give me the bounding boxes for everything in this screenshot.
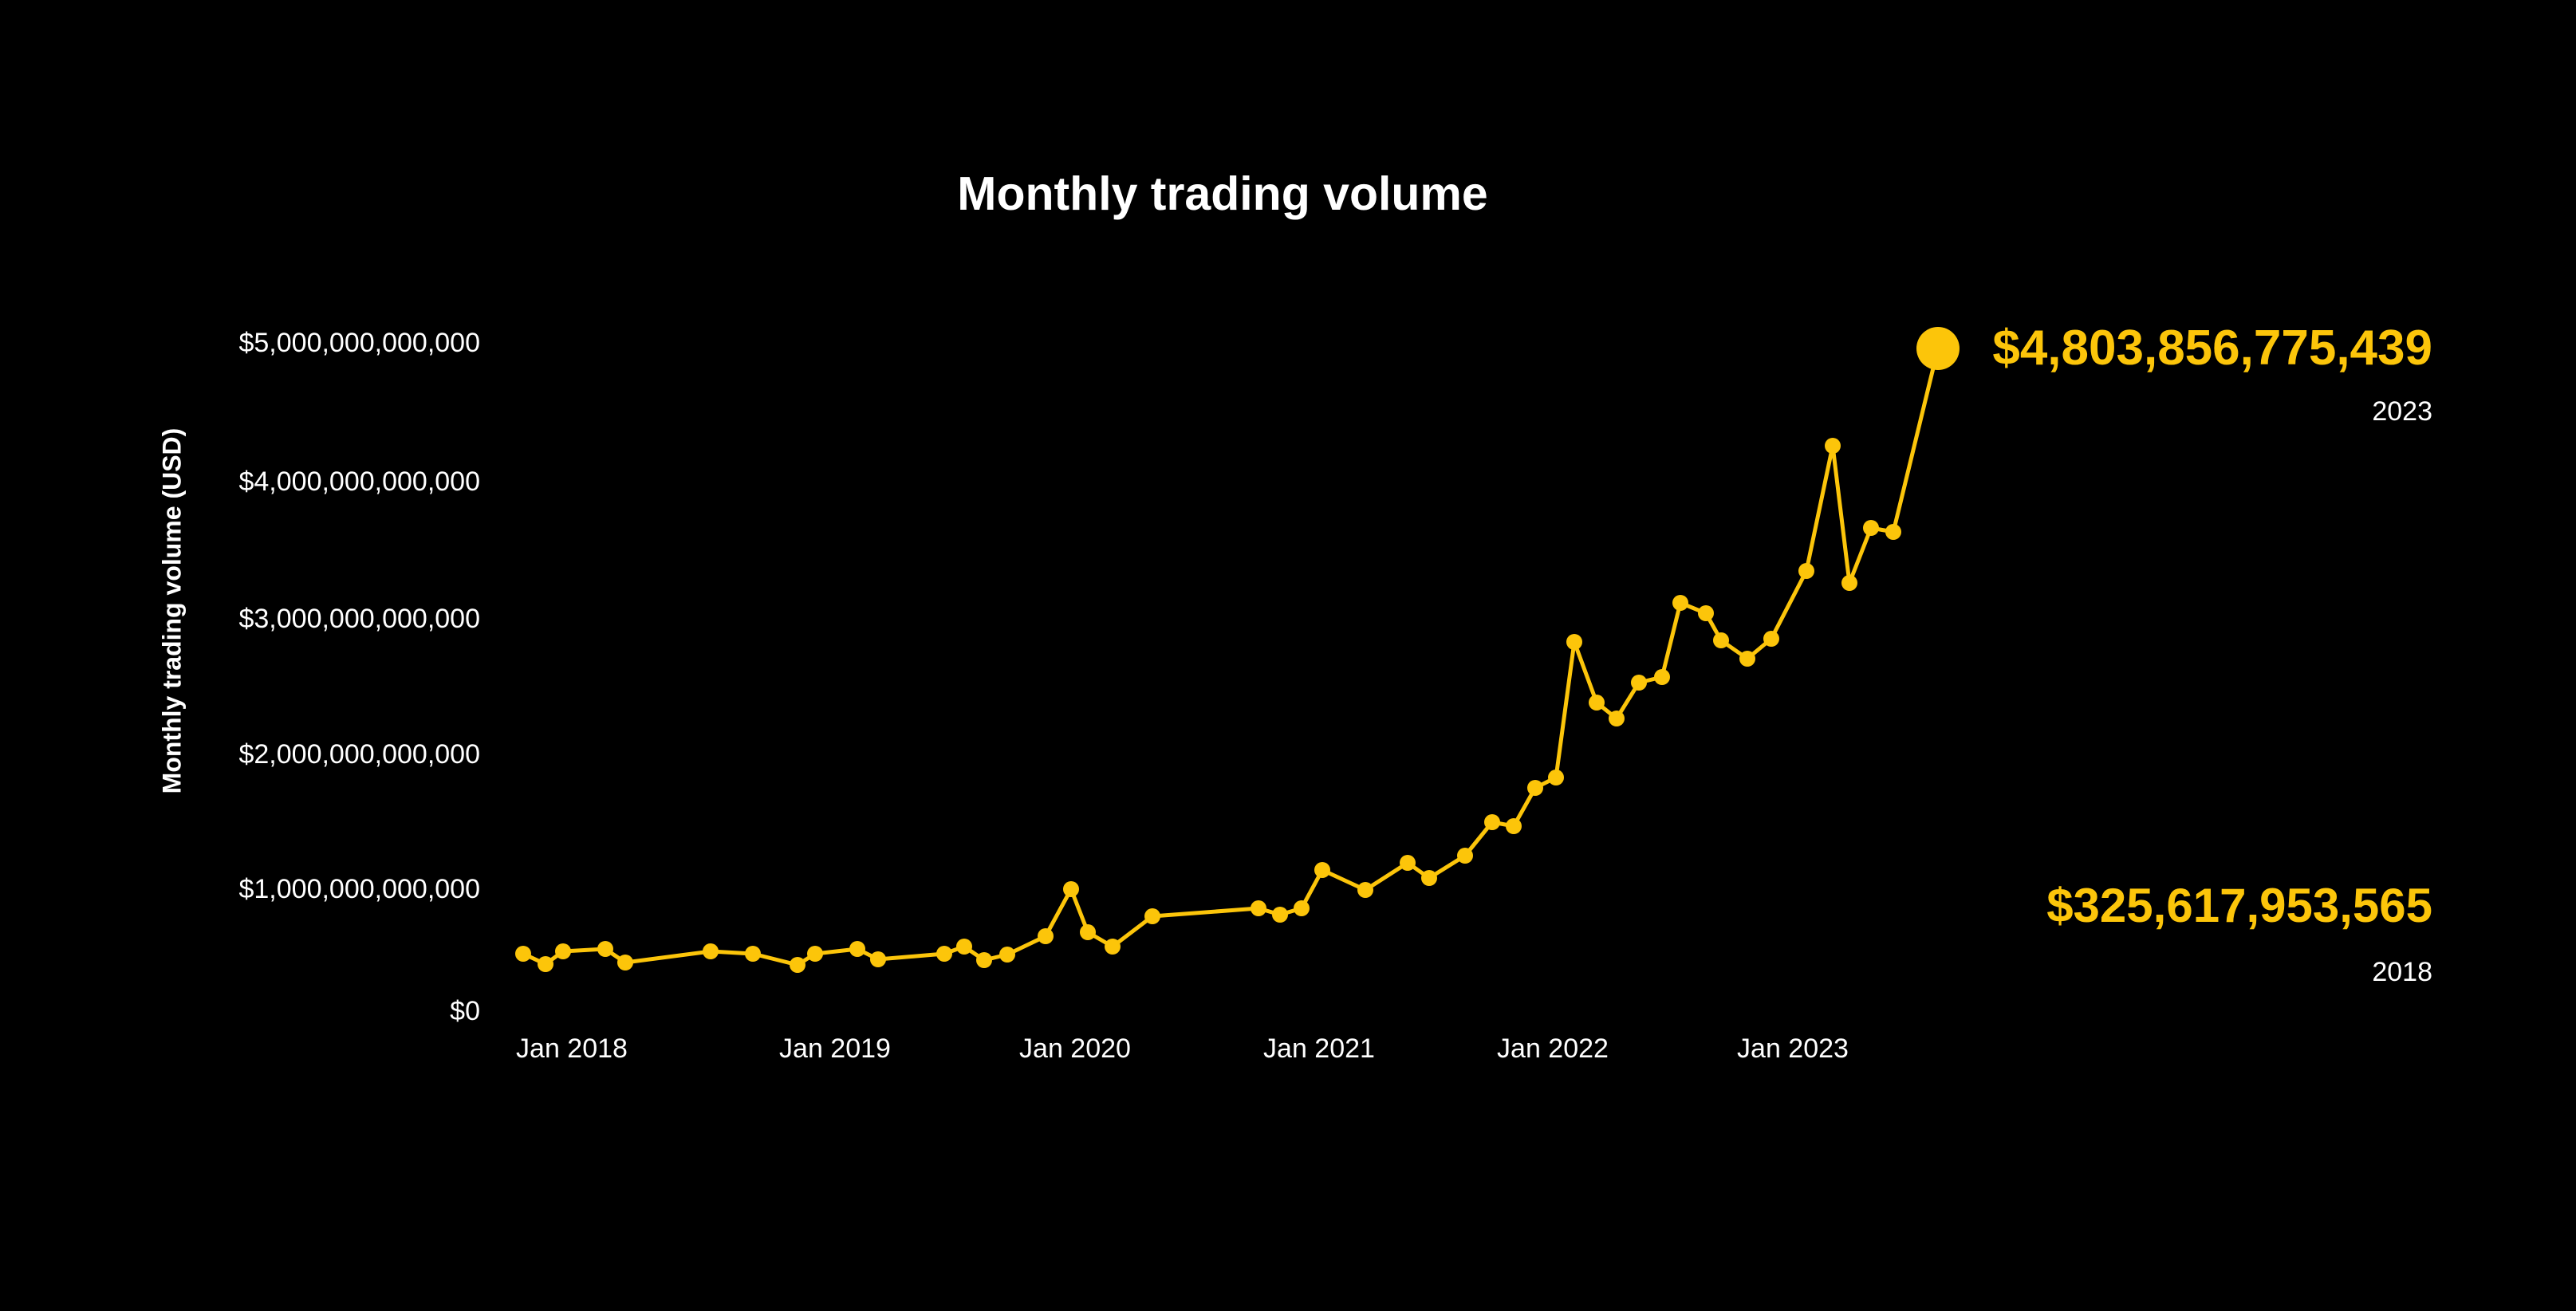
x-tick-label: Jan 2018 [516,1033,628,1064]
data-point-dot [1144,908,1160,924]
x-tick-label: Jan 2021 [1263,1033,1375,1064]
y-tick-label: $4,000,000,000,000 [238,467,480,497]
y-tick-label: $3,000,000,000,000 [238,604,480,634]
data-point-dot [515,946,531,962]
data-point-dot [1698,605,1714,621]
y-tick-label: $5,000,000,000,000 [238,328,480,358]
data-point-dot [1825,438,1841,454]
volume-line [521,346,1940,967]
data-point-dot [745,946,761,962]
data-point-dot [1105,939,1121,955]
data-point-dot [999,947,1015,963]
data-point-dot [1548,770,1564,785]
data-point-dot [1251,900,1266,916]
data-point-dot [849,941,865,957]
data-point-dot [538,956,553,972]
y-tick-label: $2,000,000,000,000 [238,739,480,770]
current-year-label: 2023 [2372,396,2432,427]
data-point-dot [1506,818,1522,834]
data-point-dot [1739,651,1755,667]
data-point-dot [1798,563,1814,579]
data-point-dot [1527,780,1543,796]
data-point-dot [1400,855,1416,871]
x-tick-label: Jan 2023 [1737,1033,1849,1064]
data-point-dot [1631,675,1647,691]
data-point-dot [1763,631,1779,647]
data-point-dot [1038,928,1054,944]
data-point-dot [1863,520,1879,536]
data-point-dot [1589,695,1605,711]
chart-title: Monthly trading volume [957,167,1488,220]
data-point-dot [1841,575,1857,591]
data-point-dot [1654,669,1670,685]
data-point-dot [1314,862,1330,878]
data-point-dot [617,955,633,970]
data-point-dot [807,946,823,962]
data-point-dot [1672,595,1688,611]
data-point-dot [1609,711,1625,726]
data-point-dot [1080,924,1096,940]
data-point-dot [1885,524,1901,540]
data-point-dot [1421,870,1437,886]
data-point-dot [1357,882,1373,898]
y-tick-label: $1,000,000,000,000 [238,874,480,904]
start-year-label: 2018 [2372,957,2432,987]
data-point-dot [790,957,805,973]
data-point-dot [1272,907,1288,923]
data-point-dot [1713,632,1729,648]
data-point-dot [1457,848,1473,864]
x-tick-label: Jan 2022 [1497,1033,1609,1064]
x-tick-label: Jan 2020 [1019,1033,1131,1064]
data-point-dot [870,951,886,967]
data-point-dot [976,952,992,968]
data-point-dot [555,943,571,959]
data-point-dot [1566,634,1582,650]
data-point-dot [703,943,719,959]
data-point-dot [597,941,613,957]
data-point-dot [936,946,952,962]
y-tick-label: $0 [450,996,480,1026]
start-value-label: $325,617,953,565 [2046,879,2432,932]
data-point-dot [1484,814,1500,830]
x-tick-label: Jan 2019 [779,1033,891,1064]
data-point-dot [1063,881,1079,897]
data-point-dot [1294,900,1310,916]
current-point-dot [1916,327,1960,370]
current-value-label: $4,803,856,775,439 [1992,321,2432,376]
data-point-dot [956,939,972,955]
